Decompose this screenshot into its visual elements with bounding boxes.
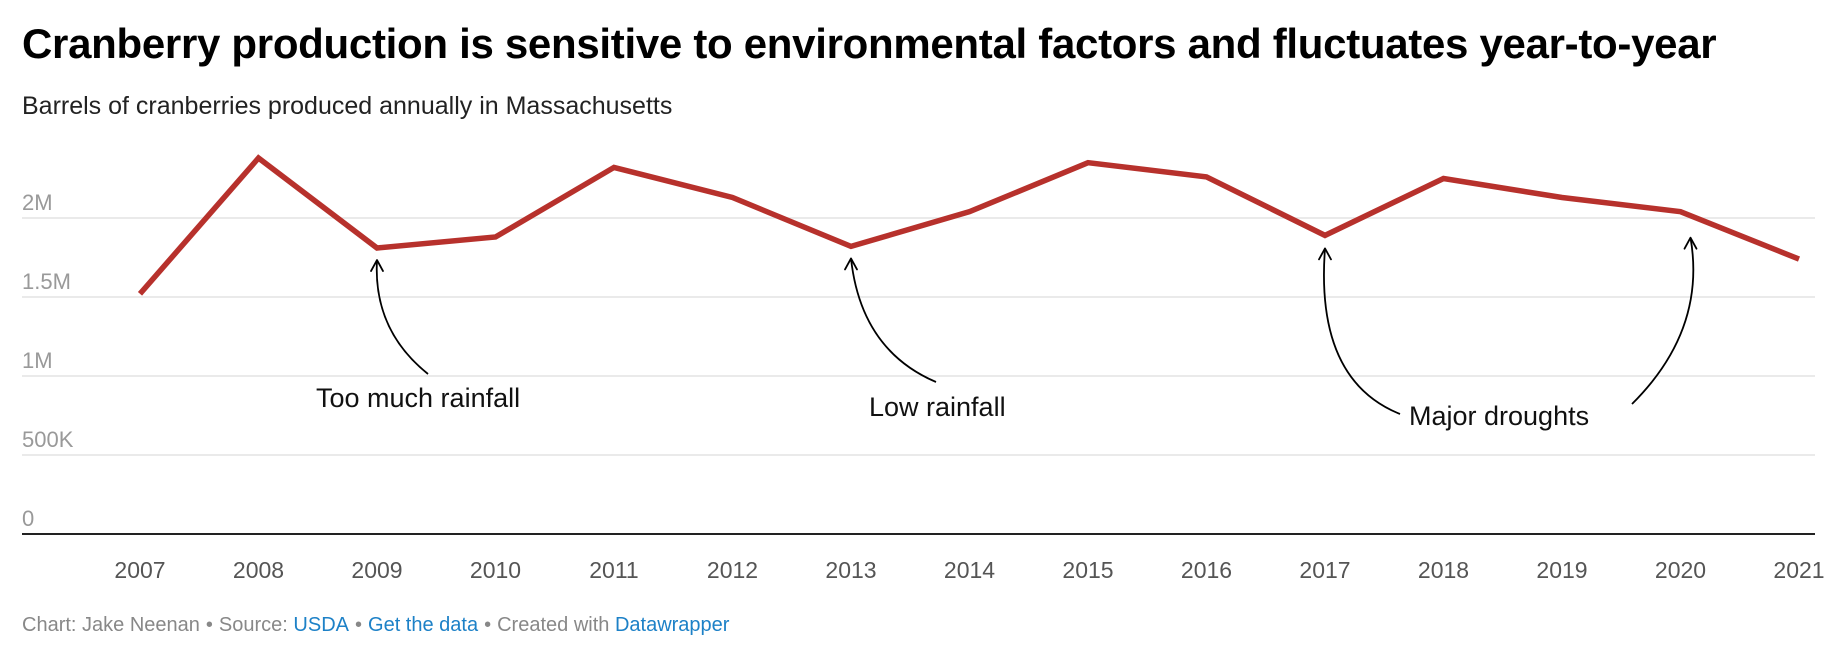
annotation-arrow xyxy=(850,258,937,383)
x-tick-label: 2016 xyxy=(1181,557,1232,583)
annotation-label: Too much rainfall xyxy=(316,383,520,413)
chart-title: Cranberry production is sensitive to env… xyxy=(22,20,1717,67)
annotation-arrow xyxy=(375,259,429,375)
x-tick-label: 2009 xyxy=(351,557,402,583)
annotation-arrow xyxy=(1323,248,1401,415)
y-tick-label: 0 xyxy=(22,506,34,531)
x-tick-label: 2014 xyxy=(944,557,995,583)
x-tick-label: 2018 xyxy=(1418,557,1469,583)
x-tick-label: 2021 xyxy=(1773,557,1824,583)
y-tick-label: 500K xyxy=(22,427,74,452)
x-tick-label: 2017 xyxy=(1299,557,1350,583)
x-tick-label: 2007 xyxy=(114,557,165,583)
annotation-arrow xyxy=(1631,237,1695,405)
x-tick-label: 2010 xyxy=(470,557,521,583)
created-prefix: Created with xyxy=(497,614,610,636)
annotation-arrowhead xyxy=(1318,247,1332,261)
annotation-label: Low rainfall xyxy=(869,392,1006,422)
y-tick-label: 1.5M xyxy=(22,269,71,294)
chart-subtitle: Barrels of cranberries produced annually… xyxy=(22,92,673,120)
annotation-arrowhead xyxy=(370,259,384,272)
annotation-label: Major droughts xyxy=(1409,401,1589,431)
x-tick-label: 2008 xyxy=(233,557,284,583)
y-tick-label: 1M xyxy=(22,348,53,373)
annotation-arrowhead xyxy=(1683,236,1698,250)
footer-separator: • xyxy=(484,614,492,636)
x-tick-label: 2015 xyxy=(1062,557,1113,583)
x-tick-label: 2013 xyxy=(825,557,876,583)
get-data-link[interactable]: Get the data xyxy=(368,614,479,636)
chart-footer: Chart: Jake Neenan • Source: USDA • Get the … xyxy=(22,614,729,637)
x-tick-label: 2020 xyxy=(1655,557,1706,583)
source-prefix: Source: xyxy=(218,614,288,636)
footer-separator: • xyxy=(205,614,213,636)
source-link[interactable]: USDA xyxy=(293,614,349,636)
series-line xyxy=(137,154,1801,296)
annotation-arrowhead xyxy=(844,257,858,271)
credit-prefix: Chart: xyxy=(22,614,83,636)
credit-author: Jake Neenan xyxy=(82,614,200,636)
x-tick-label: 2019 xyxy=(1536,557,1587,583)
footer-separator: • xyxy=(355,614,363,636)
x-tick-label: 2011 xyxy=(589,557,638,583)
datawrapper-link[interactable]: Datawrapper xyxy=(614,614,730,636)
y-tick-label: 2M xyxy=(22,190,53,215)
x-tick-label: 2012 xyxy=(707,557,758,583)
